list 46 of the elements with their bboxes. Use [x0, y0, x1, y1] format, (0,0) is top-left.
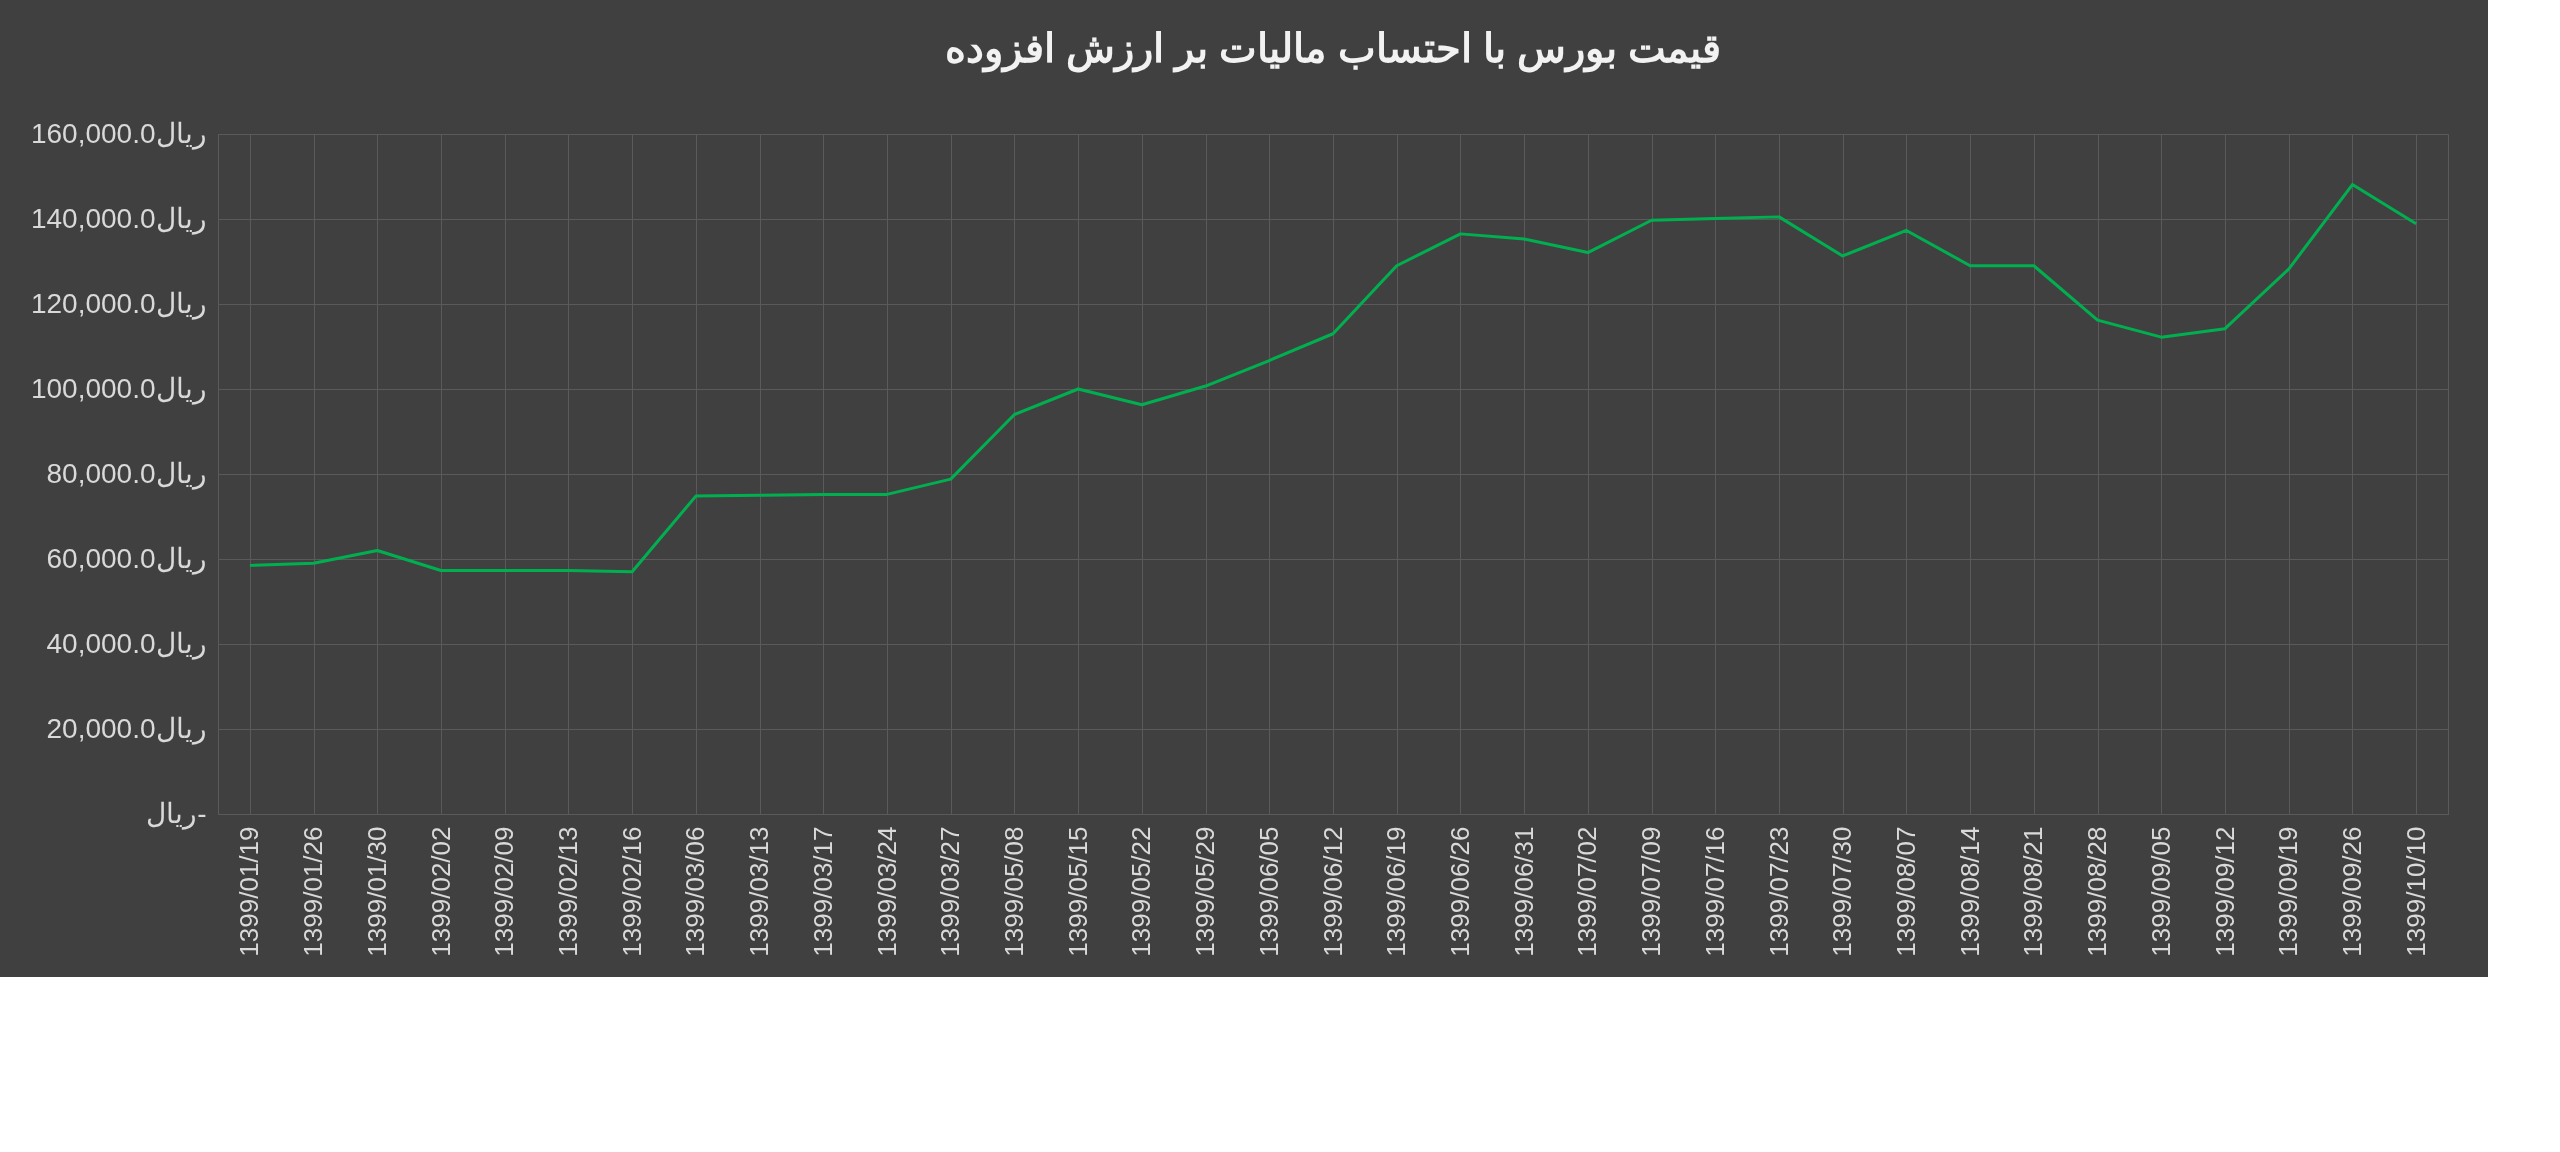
x-tick-label: 1399/08/07: [1890, 826, 1921, 957]
y-tick-label: 140,000.0ریال: [30, 202, 207, 235]
x-tick-label: 1399/07/09: [1636, 826, 1667, 957]
x-tick-label: 1399/08/21: [2018, 826, 2049, 957]
x-tick-label: 1399/09/05: [2145, 826, 2176, 957]
x-tick-label: 1399/06/05: [1253, 826, 1284, 957]
x-tick-label: 1399/06/19: [1381, 826, 1412, 957]
x-tick-label: 1399/05/08: [998, 826, 1029, 957]
x-tick-label: 1399/05/29: [1190, 826, 1221, 957]
y-tick-label: ریال-: [146, 797, 207, 830]
x-tick-label: 1399/07/23: [1763, 826, 1794, 957]
x-tick-label: 1399/09/19: [2273, 826, 2304, 957]
y-tick-label: 160,000.0ریال: [30, 117, 207, 150]
y-tick-label: 80,000.0ریال: [46, 457, 207, 490]
x-tick-label: 1399/09/26: [2336, 826, 2367, 957]
x-tick-label: 1399/03/17: [807, 826, 838, 957]
x-tick-label: 1399/01/30: [361, 826, 392, 957]
x-tick-label: 1399/06/26: [1444, 826, 1475, 957]
x-tick-label: 1399/10/10: [2400, 826, 2431, 957]
x-tick-label: 1399/03/27: [935, 826, 966, 957]
x-tick-label: 1399/08/14: [1954, 826, 1985, 957]
x-tick-label: 1399/07/02: [1572, 826, 1603, 957]
x-tick-label: 1399/06/31: [1508, 826, 1539, 957]
x-tick-label: 1399/02/02: [425, 826, 456, 957]
x-tick-label: 1399/07/16: [1699, 826, 1730, 957]
y-tick-label: 100,000.0ریال: [30, 372, 207, 405]
y-tick-label: 40,000.0ریال: [46, 627, 207, 660]
line-series: [248, 183, 2418, 574]
x-tick-label: 1399/03/24: [871, 826, 902, 957]
x-tick-label: 1399/02/13: [552, 826, 583, 957]
x-tick-label: 1399/01/19: [234, 826, 265, 957]
x-tick-label: 1399/03/06: [680, 826, 711, 957]
y-tick-label: 20,000.0ریال: [46, 712, 207, 745]
x-tick-label: 1399/01/26: [298, 826, 329, 957]
x-tick-label: 1399/06/12: [1317, 826, 1348, 957]
x-tick-label: 1399/08/28: [2082, 826, 2113, 957]
x-tick-label: 1399/09/12: [2209, 826, 2240, 957]
x-tick-label: 1399/05/15: [1062, 826, 1093, 957]
x-tick-label: 1399/03/13: [744, 826, 775, 957]
x-tick-label: 1399/02/16: [616, 826, 647, 957]
x-tick-label: 1399/07/30: [1827, 826, 1858, 957]
chart-title: قیمت بورس با احتساب مالیات بر ارزش افزوده: [945, 26, 1721, 73]
x-tick-label: 1399/02/09: [489, 826, 520, 957]
y-tick-label: 60,000.0ریال: [46, 542, 207, 575]
x-tick-label: 1399/05/22: [1126, 826, 1157, 957]
y-tick-label: 120,000.0ریال: [30, 287, 207, 320]
